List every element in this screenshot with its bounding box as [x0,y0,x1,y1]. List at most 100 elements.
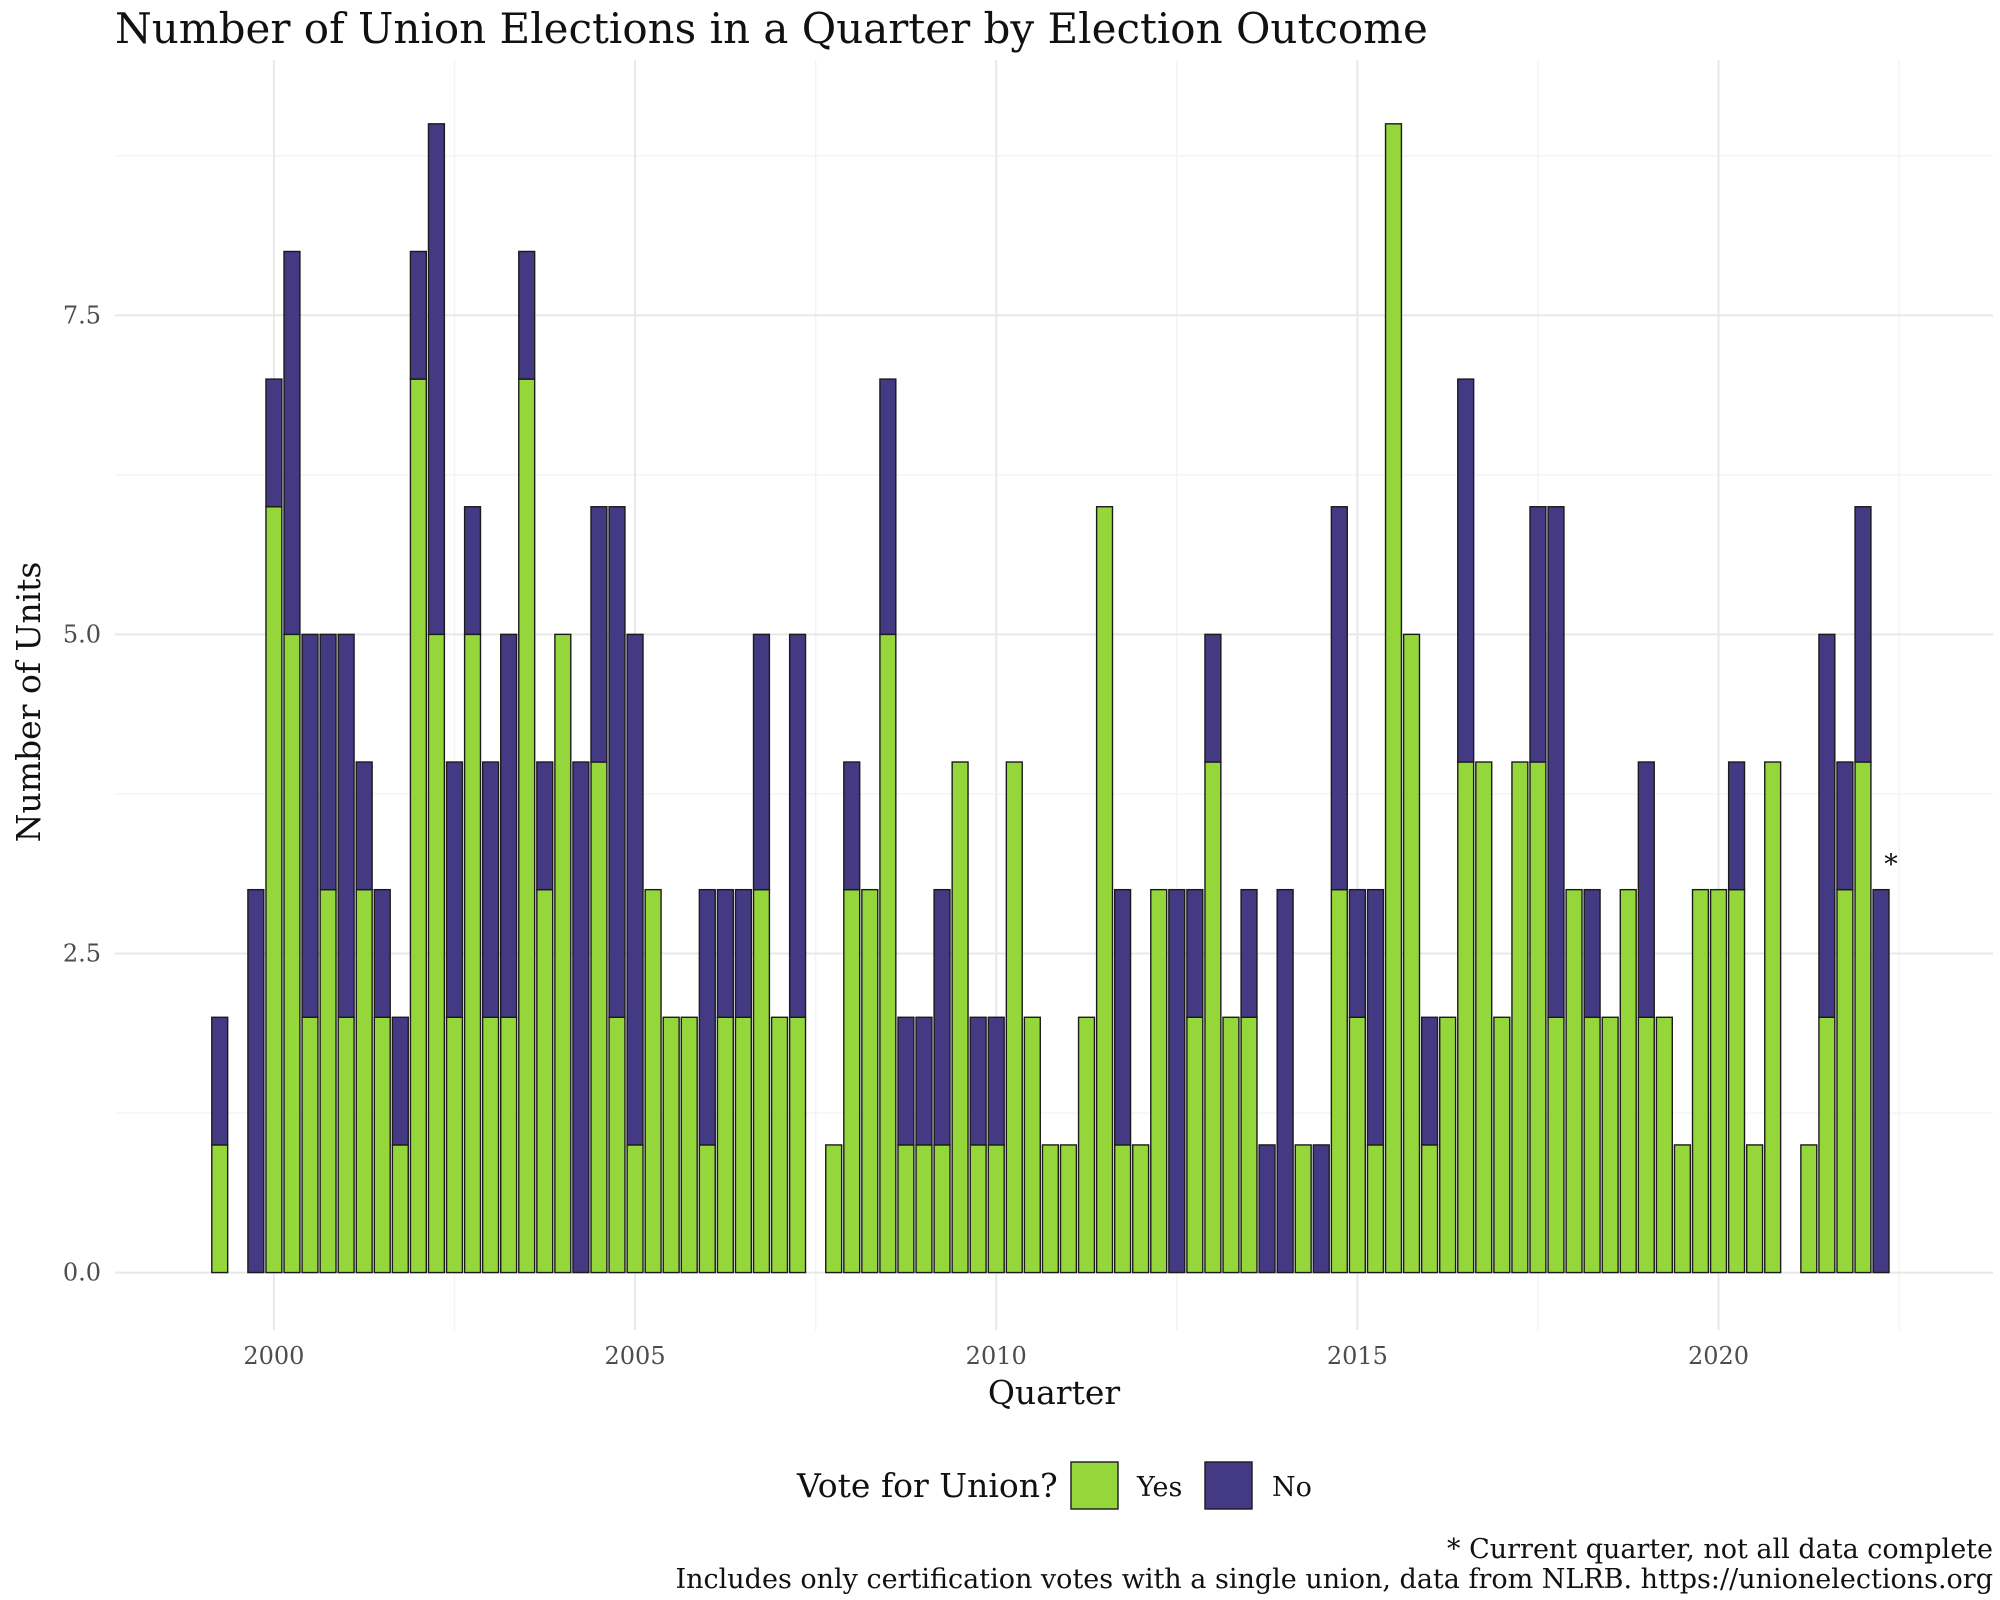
bar-no [915,1016,933,1146]
bar-yes [301,1016,319,1274]
bar-yes [1583,1016,1601,1274]
bar-yes [1186,1016,1204,1274]
bar-yes [1601,1016,1619,1274]
bar-no [1727,761,1746,891]
bar-no [1818,633,1836,1018]
bar-yes [1077,1016,1096,1274]
bar-yes [1041,1144,1060,1274]
bar-no [500,633,518,1018]
bar-no [608,506,626,1018]
bar-no [1637,761,1655,1018]
bar-yes [1348,1016,1367,1274]
bar-yes [1132,1144,1150,1274]
bar-no [391,1016,409,1146]
bar-no [1240,888,1258,1018]
legend-key-no [1204,1461,1253,1510]
x-tick-label: 2010 [966,1342,1027,1370]
bar-yes [1204,761,1222,1274]
bar-no [734,888,753,1018]
bar-yes [1439,1016,1457,1274]
bar-yes [536,888,554,1274]
bars [211,123,1890,1274]
bar-no [969,1016,987,1146]
bar-no [518,250,536,380]
bar-yes [843,888,861,1274]
bar-yes [915,1144,933,1274]
bar-no [1258,1144,1276,1274]
bar-yes [1637,1016,1655,1274]
bar-yes [1673,1144,1692,1274]
bar-yes [1655,1016,1673,1274]
bar-yes [1511,761,1529,1274]
bar-no [716,888,734,1018]
bar-no [1457,378,1475,763]
bar-yes [1059,1144,1078,1274]
bar-yes [1854,761,1872,1274]
bar-yes [1493,1016,1511,1274]
bar-yes [1547,1016,1565,1274]
current-quarter-asterisk: * [1884,849,1898,880]
bar-no [897,1016,915,1146]
bar-yes [1565,888,1583,1274]
bar-yes [373,1016,391,1274]
bar-no [1276,888,1294,1274]
bar-yes [481,1016,500,1274]
bar-yes [1475,761,1493,1274]
bar-no [698,888,716,1146]
bar-no [1204,633,1222,763]
bar-yes [987,1144,1005,1274]
legend-key-yes [1070,1461,1119,1510]
bar-yes [355,888,373,1274]
bar-yes [770,1016,789,1274]
bar-yes [463,633,482,1274]
chart-title: Number of Union Elections in a Quarter b… [115,4,1428,53]
bar-yes [608,1016,626,1274]
bar-no [211,1016,229,1146]
bar-no [987,1016,1005,1146]
bar-yes [1691,888,1710,1274]
bar-yes [1240,1016,1258,1274]
y-tick-label: 7.5 [63,301,101,329]
bar-no [247,888,265,1274]
bar-yes [554,633,572,1274]
x-tick-label: 2005 [605,1342,666,1370]
bar-no [752,633,771,891]
bar-yes [1150,888,1168,1274]
bar-no [1854,506,1872,763]
legend-label-yes: Yes [1136,1472,1182,1503]
bar-no [1312,1144,1330,1274]
bar-yes [265,506,283,1274]
bar-yes [1727,888,1746,1274]
bar-no [843,761,861,891]
bar-yes [1619,888,1637,1274]
bar-yes [1366,1144,1385,1274]
bar-yes [933,1144,951,1274]
legend-label-no: No [1272,1472,1312,1503]
bar-yes [1005,761,1023,1274]
tick-labels: 0.0 2.5 5.0 7.5 2000 2005 2010 2015 2020 [63,301,1749,1370]
bar-yes [698,1144,716,1274]
bar-yes [1095,506,1114,1274]
bar-yes [283,633,301,1274]
bar-yes [734,1016,753,1274]
bar-yes [680,1016,698,1274]
bar-no [1348,888,1367,1018]
bar-yes [1764,761,1782,1274]
bar-no [1168,888,1186,1274]
bar-no [1583,888,1601,1018]
bar-yes [879,633,897,1274]
annotations: * [1884,849,1898,880]
bar-yes [1113,1144,1132,1274]
bar-no [572,761,590,1274]
bar-no [427,123,446,636]
bar-no [265,378,283,508]
y-tick-label: 0.0 [63,1259,101,1287]
bar-yes [825,1144,843,1274]
bar-no [1113,888,1132,1146]
legend-title: Vote for Union? [796,1466,1058,1505]
y-axis-title: Number of Units [9,562,48,843]
bar-no [788,633,807,1018]
bar-yes [391,1144,409,1274]
y-tick-label: 5.0 [63,620,101,648]
x-axis-title: Quarter [988,1373,1121,1412]
